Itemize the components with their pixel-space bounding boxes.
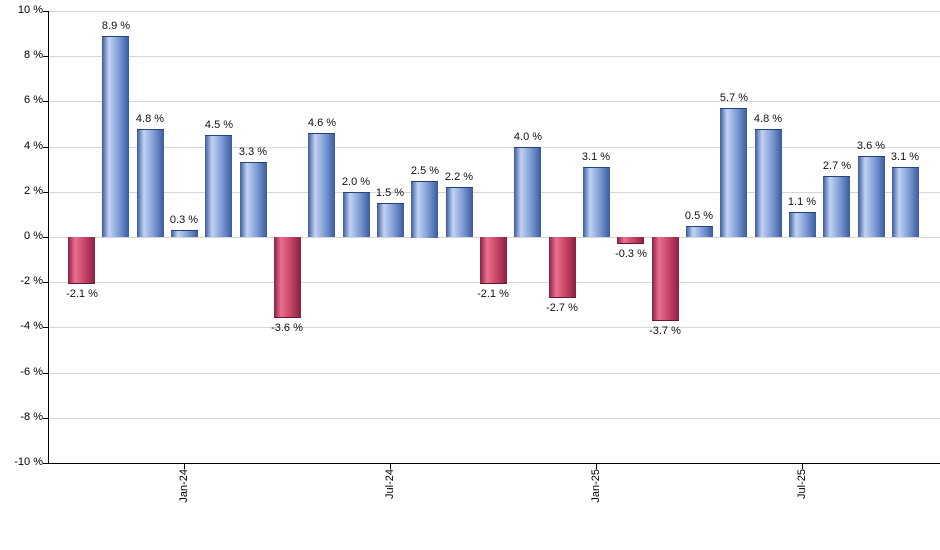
x-tick-label-Jul-24: Jul-24 [384, 469, 396, 499]
x-tick-label-Jan-24: Jan-24 [178, 469, 190, 503]
y-tick-label: 0 % [24, 230, 43, 242]
bar-value-label: -3.7 % [649, 325, 681, 337]
bar-Dec-23 [137, 129, 164, 237]
y-tick-label: -8 % [20, 411, 43, 423]
y-tick-label: 2 % [24, 185, 43, 197]
y-tick-label: 10 % [17, 4, 43, 16]
y-tick-label: -6 % [20, 366, 43, 378]
x-tick-mark [802, 464, 803, 469]
bar-value-label: 4.8 % [753, 113, 783, 125]
y-tick-label: -10 % [14, 456, 43, 468]
bar-Aug-25 [823, 176, 850, 237]
bar-Feb-24 [205, 135, 232, 237]
y-axis-line [48, 11, 49, 464]
bar-Nov-23 [102, 36, 129, 237]
bar-value-label: 1.1 % [787, 196, 817, 208]
bar-value-label: 4.6 % [307, 117, 337, 129]
bar-value-label: 4.5 % [204, 119, 234, 131]
bar-Apr-24 [274, 237, 301, 318]
x-tick-label-Jul-25: Jul-25 [796, 469, 808, 499]
bar-value-label: 0.5 % [684, 210, 714, 222]
bar-value-label: -2.1 % [66, 288, 98, 300]
bar-value-label: 3.1 % [890, 151, 920, 163]
y-tick-mark [43, 101, 48, 102]
bar-Jul-24 [377, 203, 404, 237]
grid-line--6 [49, 373, 940, 374]
bar-Jun-24 [343, 192, 370, 237]
bar-value-label: 0.3 % [169, 214, 199, 226]
bar-Jan-25 [583, 167, 610, 237]
x-tick-label-Jan-25: Jan-25 [590, 469, 602, 503]
bar-value-label: 2.0 % [341, 176, 371, 188]
y-tick-mark [43, 192, 48, 193]
bar-value-label: 2.5 % [410, 165, 440, 177]
bar-Nov-24 [514, 147, 541, 237]
y-tick-label: 4 % [24, 140, 43, 152]
grid-line-4 [49, 147, 940, 148]
bar-Feb-25 [617, 237, 644, 244]
bar-May-25 [720, 108, 747, 237]
bar-value-label: 4.0 % [513, 131, 543, 143]
y-tick-mark [43, 418, 48, 419]
bar-value-label: 2.2 % [444, 171, 474, 183]
y-tick-mark [43, 11, 48, 12]
bar-value-label: -2.1 % [477, 288, 509, 300]
y-tick-label: -2 % [20, 275, 43, 287]
grid-line-8 [49, 56, 940, 57]
bar-Apr-25 [686, 226, 713, 237]
y-tick-mark [43, 327, 48, 328]
bar-Mar-24 [240, 162, 267, 237]
bar-value-label: 8.9 % [101, 20, 131, 32]
x-tick-mark [184, 464, 185, 469]
y-tick-mark [43, 282, 48, 283]
bar-value-label: -0.3 % [615, 248, 647, 260]
grid-line-6 [49, 101, 940, 102]
y-tick-label: 6 % [24, 94, 43, 106]
bar-Jul-25 [789, 212, 816, 237]
bar-Jun-25 [755, 129, 782, 237]
bar-value-label: -2.7 % [546, 302, 578, 314]
bar-value-label: 1.5 % [375, 187, 405, 199]
grid-line--4 [49, 327, 940, 328]
bar-Mar-25 [652, 237, 679, 321]
bar-Dec-24 [549, 237, 576, 298]
bar-value-label: 2.7 % [822, 160, 852, 172]
bar-value-label: 3.3 % [238, 146, 268, 158]
bar-value-label: 3.6 % [856, 140, 886, 152]
bar-Sep-25 [858, 156, 885, 237]
bar-Oct-23 [68, 237, 95, 284]
bar-May-24 [308, 133, 335, 237]
y-tick-mark [43, 56, 48, 57]
x-axis-line [48, 463, 940, 464]
grid-line--8 [49, 418, 940, 419]
bar-value-label: 3.1 % [581, 151, 611, 163]
bar-Oct-25 [892, 167, 919, 237]
x-tick-mark [596, 464, 597, 469]
y-tick-mark [43, 373, 48, 374]
grid-line-10 [49, 11, 940, 12]
bar-value-label: -3.6 % [271, 322, 303, 334]
bar-value-label: 5.7 % [719, 92, 749, 104]
x-tick-mark [390, 464, 391, 469]
bar-value-label: 4.8 % [135, 113, 165, 125]
plot-area: -2.1 % 8.9 % 4.8 % 0.3 % 4.5 % 3.3 % -3.6 % 4.6… [49, 11, 940, 463]
y-tick-label: -4 % [20, 320, 43, 332]
bar-Sep-24 [446, 187, 473, 237]
y-tick-label: 8 % [24, 49, 43, 61]
bar-Jan-24 [171, 230, 198, 237]
bar-Aug-24 [411, 181, 438, 238]
y-tick-mark [43, 237, 48, 238]
grid-line-2 [49, 192, 940, 193]
bar-Oct-24 [480, 237, 507, 284]
y-tick-mark [43, 463, 48, 464]
y-tick-mark [43, 147, 48, 148]
